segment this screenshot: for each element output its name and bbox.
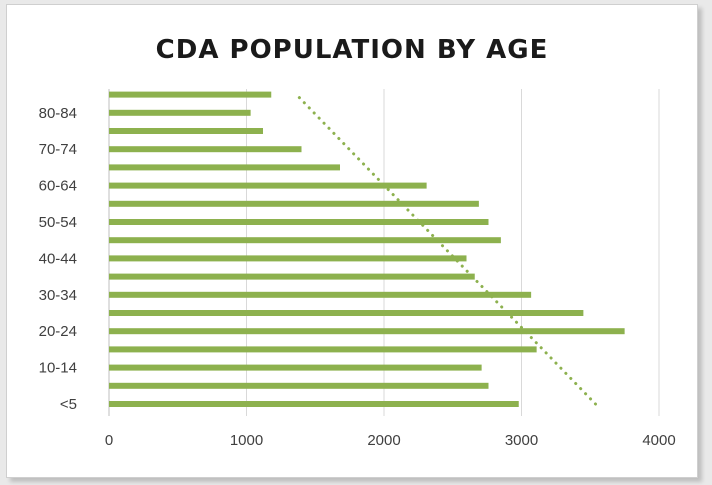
y-tick-label: 20-24 <box>39 323 77 340</box>
y-tick-label: 50-54 <box>39 214 77 231</box>
y-tick-label: 40-44 <box>39 250 77 267</box>
bar <box>109 200 479 207</box>
x-tick-label: 3000 <box>505 432 538 449</box>
bar <box>109 364 482 371</box>
bar <box>109 164 340 171</box>
x-tick-label: 0 <box>105 432 113 449</box>
x-tick-label: 1000 <box>230 432 263 449</box>
bar <box>109 255 467 262</box>
x-tick-label: 2000 <box>367 432 400 449</box>
bar <box>109 91 272 98</box>
trendline <box>294 93 598 406</box>
y-tick-label: 10-14 <box>39 360 77 377</box>
bar <box>109 291 532 298</box>
bar <box>109 328 625 335</box>
y-tick-label: 60-64 <box>39 178 77 195</box>
bar <box>109 146 302 153</box>
chart-area: CDA POPULATION BY AGE 0 1000 2000 3000 4000 <… <box>6 4 698 478</box>
bar <box>109 273 475 280</box>
bar <box>109 346 537 353</box>
chart-title: CDA POPULATION BY AGE <box>155 35 549 65</box>
y-tick-label: 30-34 <box>39 287 77 304</box>
bar <box>109 182 427 189</box>
bar <box>109 401 519 407</box>
bar <box>109 382 489 389</box>
bar <box>109 219 489 225</box>
y-tick-label: 70-74 <box>39 141 77 158</box>
y-tick-label: <5 <box>60 396 77 413</box>
plot-area: 0 1000 2000 3000 4000 <5 10-14 20-24 30-34 40-44 5… <box>39 89 676 449</box>
bar <box>109 109 251 116</box>
bar <box>109 310 584 316</box>
x-tick-label: 4000 <box>642 432 675 449</box>
y-tick-label: 80-84 <box>39 105 77 122</box>
bar <box>109 128 263 134</box>
bar <box>109 237 501 244</box>
